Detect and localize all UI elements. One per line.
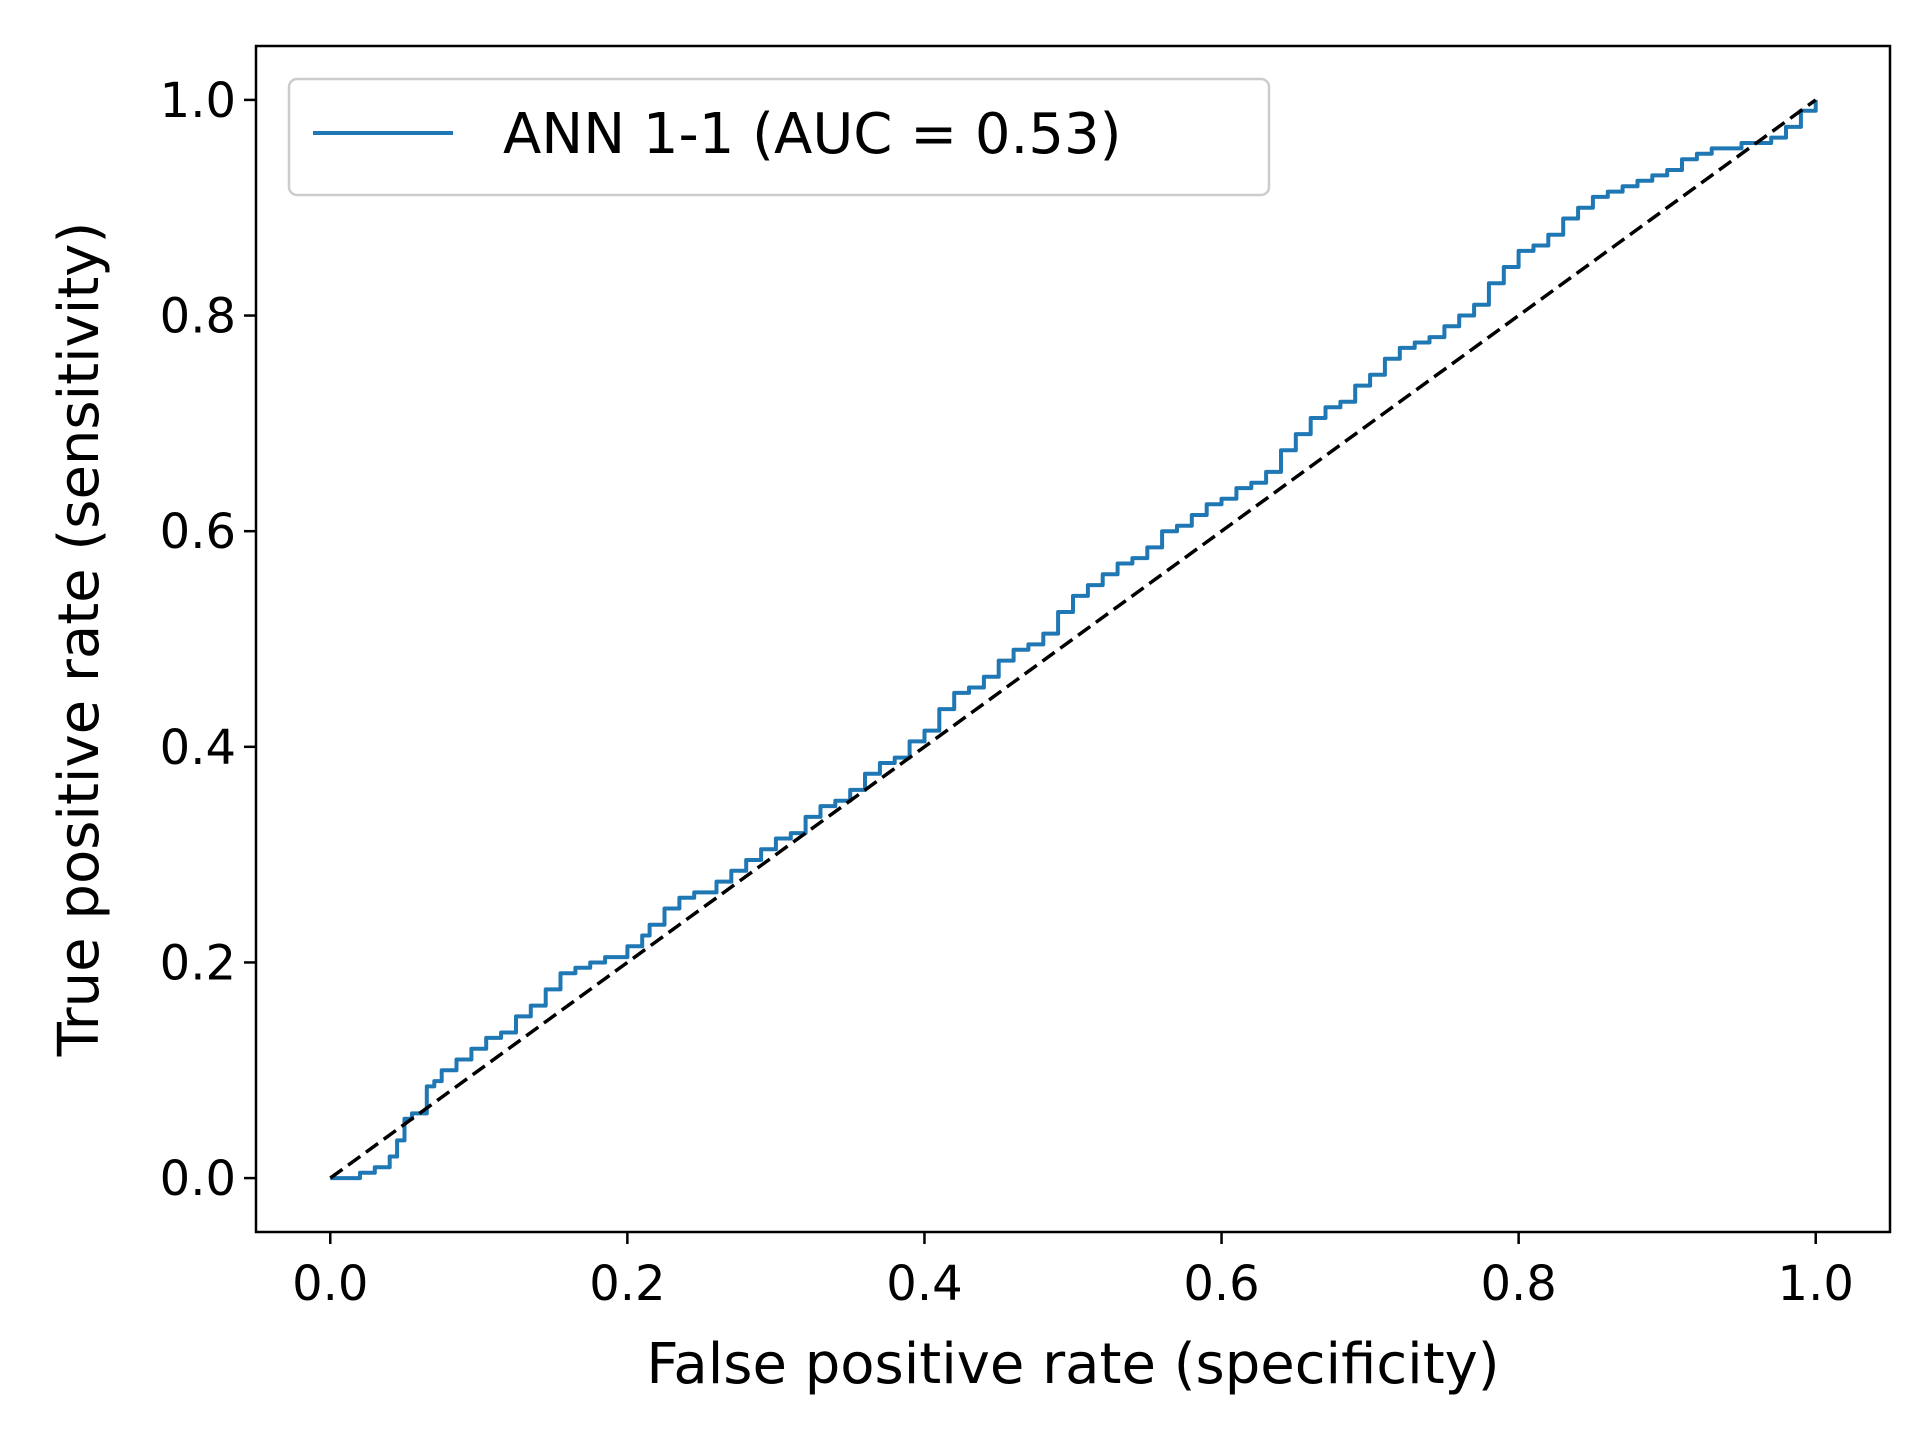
y-tick-label: 1.0 [160, 73, 236, 129]
y-tick-label: 0.8 [160, 289, 236, 345]
y-axis-label: True positive rate (sensitivity) [47, 222, 112, 1058]
plot-area [329, 98, 1818, 1181]
x-tick-label: 0.0 [292, 1256, 368, 1312]
axes-frame [254, 44, 1892, 1234]
y-axis-ticks: 0.0 0.2 0.4 0.6 0.8 1.0 [160, 73, 256, 1207]
x-tick-label: 0.6 [1183, 1256, 1259, 1312]
x-tick-label: 0.4 [886, 1256, 962, 1312]
roc-curve-line [330, 99, 1818, 1181]
y-tick-label: 0.6 [160, 504, 236, 560]
legend-entry-roc-curve: ANN 1-1 (AUC = 0.53) [503, 102, 1121, 167]
y-tick-label: 0.4 [160, 720, 236, 776]
x-tick-label: 0.8 [1480, 1256, 1556, 1312]
legend-box [287, 77, 1271, 197]
y-tick-label: 0.2 [160, 935, 236, 991]
chance-diagonal-line [329, 98, 1817, 1180]
x-axis-label: False positive rate (specificity) [646, 1332, 1499, 1397]
x-tick-label: 0.2 [589, 1256, 665, 1312]
legend: ANN 1-1 (AUC = 0.53) [287, 77, 1271, 197]
x-tick-label: 1.0 [1778, 1256, 1854, 1312]
x-axis-ticks: 0.0 0.2 0.4 0.6 0.8 1.0 [292, 1232, 1854, 1312]
y-tick-label: 0.0 [160, 1151, 236, 1207]
